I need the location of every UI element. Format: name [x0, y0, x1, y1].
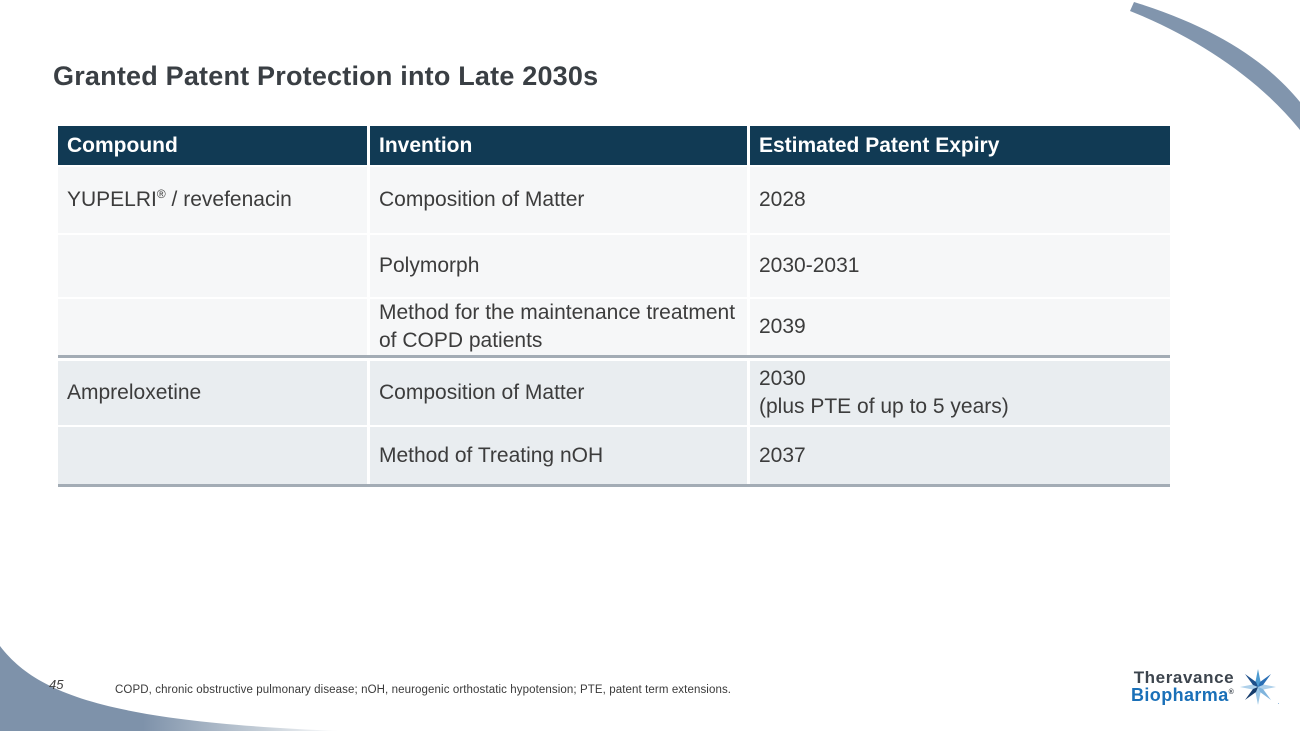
patent-table: Compound Invention Estimated Patent Expi… [58, 126, 1170, 487]
table-row: YUPELRI® / revefenacin Composition of Ma… [58, 165, 1170, 233]
table-header-row: Compound Invention Estimated Patent Expi… [58, 126, 1170, 165]
page-title: Granted Patent Protection into Late 2030… [53, 61, 599, 91]
registered-mark: ® [156, 187, 166, 201]
cell-expiry: 2030-2031 [750, 235, 1170, 297]
logo-registered-mark: ® [1228, 689, 1235, 697]
cell-compound: YUPELRI® / revefenacin [58, 167, 370, 233]
cell-invention: Composition of Matter [370, 361, 750, 425]
cell-compound [58, 235, 370, 297]
cell-invention: Method for the maintenance treatment of … [370, 299, 750, 355]
cell-compound [58, 427, 370, 484]
cell-compound: Ampreloxetine [58, 361, 370, 425]
compass-star-icon: . [1239, 667, 1280, 707]
column-header-invention: Invention [370, 126, 750, 165]
compound-name-rest: / revefenacin [165, 188, 292, 211]
table-row: Ampreloxetine Composition of Matter 2030… [58, 361, 1170, 425]
cell-expiry: 2037 [750, 427, 1170, 484]
theravance-biopharma-logo: Theravance Biopharma® . [1131, 667, 1280, 707]
cell-expiry: 2039 [750, 299, 1170, 355]
table-row: Method of Treating nOH 2037 [58, 425, 1170, 487]
footnote-text: COPD, chronic obstructive pulmonary dise… [115, 684, 732, 696]
top-right-swoosh [1130, 2, 1300, 130]
cell-compound [58, 299, 370, 355]
page-number: 45 [49, 677, 64, 692]
logo-line-biopharma: Biopharma® [1131, 685, 1235, 706]
cell-invention: Polymorph [370, 235, 750, 297]
compound-name: YUPELRI [67, 188, 157, 211]
logo-line-theravance: Theravance [1133, 667, 1235, 687]
table-row: Polymorph 2030-2031 [58, 233, 1170, 297]
column-header-expiry: Estimated Patent Expiry [759, 133, 1000, 157]
logo-wordmark: Theravance Biopharma® [1131, 667, 1235, 706]
cell-expiry: 2028 [750, 167, 1170, 233]
logo-star-registered-mark: . [1277, 700, 1280, 706]
cell-invention: Composition of Matter [370, 167, 750, 233]
column-header-compound: Compound [58, 126, 370, 165]
table-row: Method for the maintenance treatment of … [58, 297, 1170, 358]
cell-invention: Method of Treating nOH [370, 427, 750, 484]
cell-expiry: 2030 (plus PTE of up to 5 years) [750, 361, 1170, 425]
